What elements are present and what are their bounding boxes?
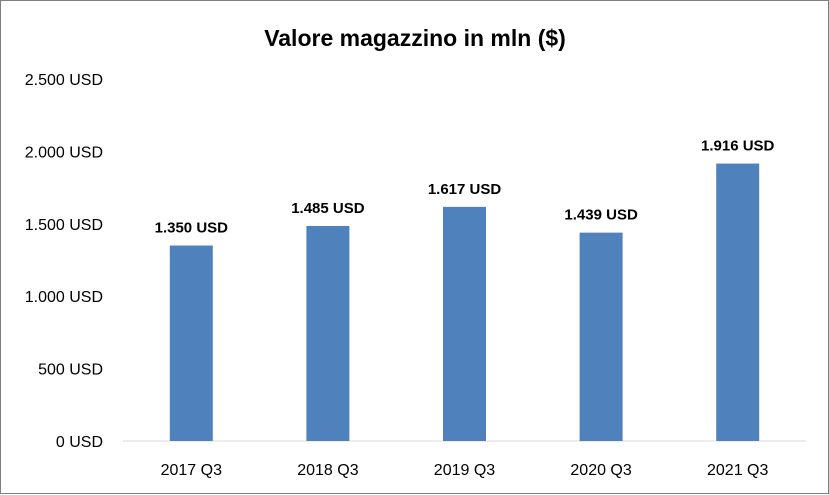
- y-tick-label: 1.500 USD: [25, 217, 103, 234]
- bar: [579, 232, 623, 441]
- y-tick-label: 2.000 USD: [25, 144, 103, 161]
- data-label: 1.439 USD: [564, 207, 638, 224]
- data-labels: 1.350 USD 1.485 USD 1.617 USD 1.439 USD 1.91…: [155, 138, 775, 237]
- data-label: 1.916 USD: [701, 138, 775, 155]
- x-tick-label: 2021 Q3: [707, 462, 768, 479]
- bar: [169, 245, 213, 441]
- data-label: 1.617 USD: [428, 181, 502, 198]
- bars: [169, 163, 760, 441]
- x-tick-label: 2019 Q3: [434, 462, 495, 479]
- bar: [443, 206, 486, 441]
- y-tick-label: 0 USD: [56, 434, 103, 451]
- bar: [306, 225, 350, 441]
- y-axis-ticks: 0 USD 500 USD 1.000 USD 1.500 USD 2.000 USD 2…: [25, 72, 103, 451]
- bar: [716, 163, 760, 441]
- y-tick-label: 2.500 USD: [25, 72, 103, 89]
- x-tick-label: 2017 Q3: [161, 462, 222, 479]
- y-tick-label: 1.000 USD: [25, 289, 103, 306]
- x-axis-ticks: 2017 Q3 2018 Q3 2019 Q3 2020 Q3 2021 Q3: [161, 462, 769, 479]
- y-tick-label: 500 USD: [38, 362, 103, 379]
- chart-title: Valore magazzino in mln ($): [264, 25, 566, 51]
- x-tick-label: 2020 Q3: [570, 462, 631, 479]
- data-label: 1.350 USD: [155, 220, 229, 237]
- data-label: 1.485 USD: [291, 200, 365, 217]
- x-tick-label: 2018 Q3: [297, 462, 358, 479]
